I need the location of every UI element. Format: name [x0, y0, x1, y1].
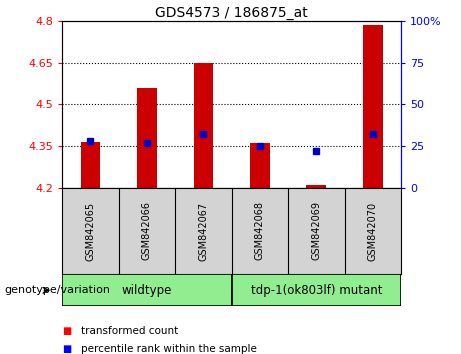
- Bar: [231, 274, 401, 306]
- Text: ■: ■: [62, 344, 71, 354]
- Bar: [137, 88, 157, 188]
- Text: GSM842065: GSM842065: [85, 201, 95, 261]
- Text: wildtype: wildtype: [122, 284, 172, 297]
- Bar: [62, 274, 231, 306]
- Bar: [194, 63, 213, 188]
- Text: GSM842068: GSM842068: [255, 201, 265, 261]
- Text: GSM842067: GSM842067: [198, 201, 208, 261]
- Bar: [250, 143, 270, 188]
- Bar: [81, 142, 100, 188]
- Bar: [307, 185, 326, 188]
- Text: ■: ■: [62, 326, 71, 336]
- Bar: [363, 25, 383, 188]
- Text: tdp-1(ok803lf) mutant: tdp-1(ok803lf) mutant: [251, 284, 382, 297]
- Title: GDS4573 / 186875_at: GDS4573 / 186875_at: [155, 6, 308, 20]
- Text: genotype/variation: genotype/variation: [5, 285, 111, 295]
- Text: GSM842066: GSM842066: [142, 201, 152, 261]
- Text: percentile rank within the sample: percentile rank within the sample: [81, 344, 257, 354]
- Text: GSM842069: GSM842069: [311, 201, 321, 261]
- Text: GSM842070: GSM842070: [368, 201, 378, 261]
- Text: transformed count: transformed count: [81, 326, 178, 336]
